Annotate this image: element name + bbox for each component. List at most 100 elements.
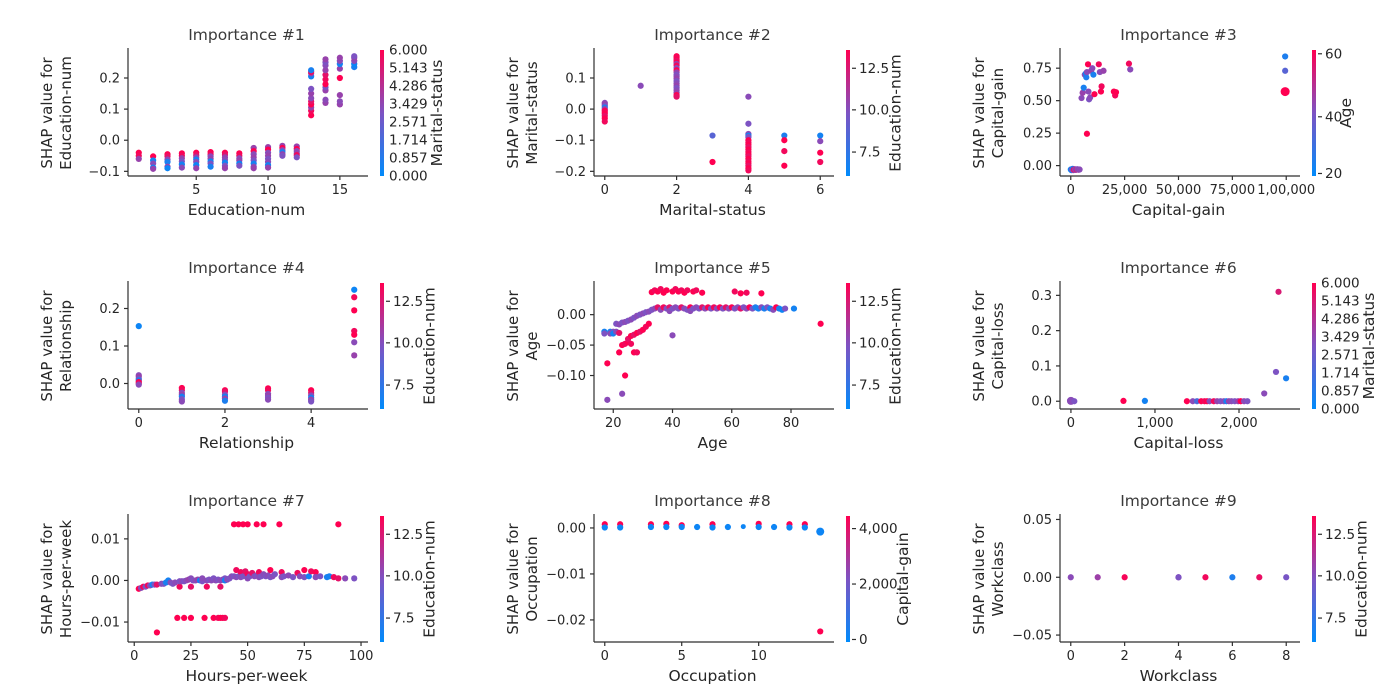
colorbar-tick-label: 12.5 <box>1325 527 1355 543</box>
data-point <box>1095 61 1102 68</box>
data-point <box>1127 66 1134 73</box>
data-point <box>135 381 142 388</box>
colorbar-tick-label: 10.0 <box>859 102 889 118</box>
data-point <box>770 523 778 531</box>
data-point <box>1097 88 1105 95</box>
plot-title: Importance #3 <box>1120 26 1237 44</box>
y-tick-label: 0.1 <box>99 103 120 118</box>
data-point <box>1282 375 1290 382</box>
data-point <box>203 583 210 590</box>
data-point <box>351 307 358 314</box>
subplot-importance-5: Importance #5 20 40 60 80 Age 0.00 −0.05 −0.10 SH… <box>466 233 932 466</box>
data-point <box>271 571 278 578</box>
data-point <box>1089 65 1096 72</box>
subplot-canvas: Importance #7 0 25 50 75 100 Hours-per-week 0.0… <box>38 492 438 685</box>
x-tick-label: 25 <box>183 649 200 664</box>
data-point <box>221 165 229 172</box>
data-point <box>781 137 788 144</box>
y-axis-label: Occupation <box>523 536 541 621</box>
data-point <box>1141 397 1148 404</box>
data-point <box>817 138 824 145</box>
data-point <box>1272 368 1280 376</box>
subplot-canvas: Importance #1 5 10 15 Education-num 0.2 0.1 0.0… <box>38 26 446 219</box>
colorbar-tick-label: 10.0 <box>393 568 423 584</box>
data-point <box>322 76 329 83</box>
y-axis-label: Workclass <box>989 541 1007 616</box>
data-point <box>336 98 343 105</box>
data-point <box>178 164 185 171</box>
x-axis-label: Education-num <box>188 201 306 219</box>
colorbar-label: Education-num <box>420 287 438 405</box>
plot-title: Importance #2 <box>654 26 771 44</box>
colorbar-tick-label: 7.5 <box>859 145 880 161</box>
colorbar-tick-label: 5.143 <box>389 61 428 77</box>
subplot-importance-3: Importance #3 0 25,000 50,000 75,000 1,00,000… <box>932 0 1400 233</box>
x-tick-label: 80 <box>783 416 800 431</box>
data-point <box>1256 574 1263 581</box>
data-point <box>1078 94 1085 102</box>
data-point <box>817 149 824 156</box>
data-point <box>264 164 272 171</box>
subplot-canvas: Importance #9 0 2 4 6 8 Workclass 0.05 0.00 −0.05… <box>970 492 1370 685</box>
data-point <box>617 524 624 531</box>
data-point <box>1100 67 1107 74</box>
y-tick-label: −0.05 <box>1012 629 1052 644</box>
y-axis-label: Relationship <box>57 300 75 392</box>
colorbar-tick-label: 3.429 <box>1321 330 1360 346</box>
data-point <box>207 163 214 170</box>
y-tick-label: 0.25 <box>1023 127 1052 142</box>
data-point <box>235 521 242 528</box>
data-point <box>758 290 765 297</box>
data-point <box>153 629 161 636</box>
data-point <box>351 286 358 293</box>
data-point <box>663 523 670 531</box>
data-point <box>336 92 343 99</box>
data-point <box>293 154 300 161</box>
subplot-canvas: Importance #2 0 2 4 6 Marital-status 0.1 0.0 −0.… <box>504 26 904 219</box>
data-point <box>709 132 716 139</box>
colorbar-tick-label: 7.5 <box>393 611 414 627</box>
data-point <box>322 96 329 103</box>
data-point <box>1282 53 1289 60</box>
data-point <box>731 288 738 295</box>
colorbar-tick-label: 10.0 <box>393 335 423 351</box>
subplot-importance-7: Importance #7 0 25 50 75 100 Hours-per-week 0.0… <box>0 466 466 700</box>
data-point <box>601 118 608 125</box>
data-point <box>693 287 700 294</box>
x-tick-label: 60 <box>723 416 740 431</box>
data-point <box>637 82 644 89</box>
x-tick-label: 25,000 <box>1102 183 1148 198</box>
data-point <box>673 93 680 100</box>
data-point <box>335 521 342 528</box>
data-point <box>230 521 238 528</box>
colorbar-tick-label: 6.000 <box>1321 276 1360 292</box>
y-tick-label: 0.0 <box>565 103 586 118</box>
x-tick-label: 15 <box>332 183 349 198</box>
colorbar-label: Education-num <box>886 54 904 172</box>
data-point <box>1183 398 1191 405</box>
data-point <box>724 523 731 531</box>
data-point <box>1098 83 1105 90</box>
data-point <box>308 90 315 97</box>
colorbar-tick-label: 10.0 <box>859 335 889 351</box>
data-point <box>308 95 315 102</box>
data-point <box>745 93 752 100</box>
data-point <box>1280 87 1290 97</box>
colorbar-tick-label: 12.5 <box>393 527 423 543</box>
plot-title: Importance #8 <box>654 492 771 510</box>
y-tick-label: 0.2 <box>99 72 120 87</box>
colorbar <box>846 50 850 176</box>
data-point <box>164 158 171 166</box>
y-tick-label: 0.0 <box>99 134 120 149</box>
y-tick-label: −0.1 <box>554 134 586 149</box>
data-point <box>276 521 283 528</box>
plot-title: Importance #6 <box>1120 259 1237 277</box>
data-point <box>709 158 716 166</box>
colorbar-tick-label: 0.857 <box>1321 383 1360 399</box>
colorbar-tick-label: 10.0 <box>1325 568 1355 584</box>
data-point <box>1079 89 1086 96</box>
x-tick-label: 0 <box>601 649 609 664</box>
data-point <box>178 398 185 405</box>
data-point <box>1087 94 1094 101</box>
colorbar <box>846 516 850 642</box>
